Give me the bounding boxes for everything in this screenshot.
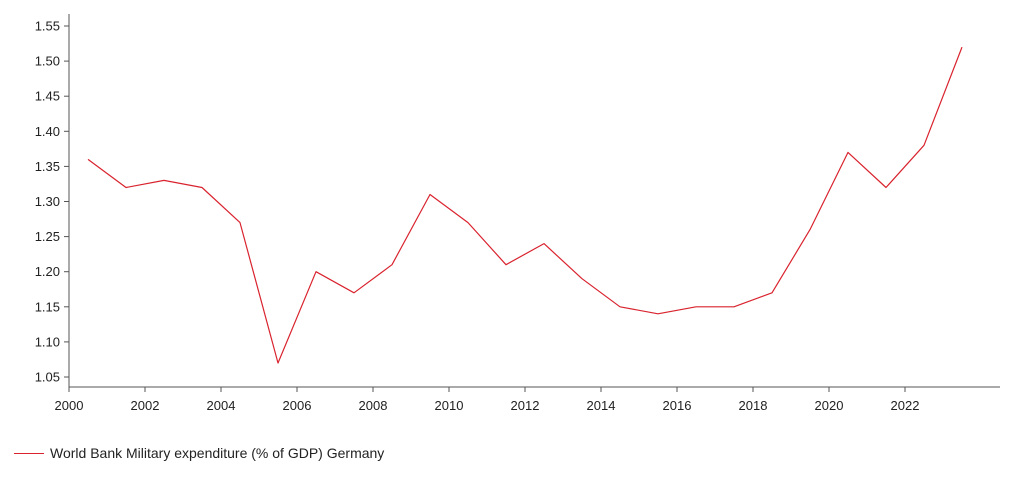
- y-tick-label: 1.55: [35, 19, 60, 34]
- legend-label-germany: World Bank Military expenditure (% of GD…: [50, 445, 385, 461]
- line-chart: 1.05 1.10 1.15 1.20 1.25 1.30 1.35 1.40 1.45 1.50…: [35, 14, 1000, 413]
- series-line-0: [87, 46, 963, 364]
- x-tick-label: 2012: [511, 398, 540, 413]
- x-tick-label: 2016: [663, 398, 692, 413]
- y-tick-label: 1.10: [35, 334, 60, 349]
- x-tick-label: 2020: [815, 398, 844, 413]
- x-tick-label: 2010: [435, 398, 464, 413]
- data-point: [543, 242, 546, 245]
- legend-swatch-germany: [14, 452, 44, 454]
- y-axis: 1.05 1.10 1.15 1.20 1.25 1.30 1.35 1.40 1.45 1.50…: [35, 14, 70, 387]
- data-point: [505, 263, 508, 266]
- data-point: [125, 186, 128, 189]
- x-tick-label: 2006: [283, 398, 312, 413]
- data-point: [87, 158, 90, 161]
- y-tick-label: 1.05: [35, 370, 60, 385]
- x-tick-label: 2008: [359, 398, 388, 413]
- x-tick-label: 2000: [55, 398, 84, 413]
- data-point: [923, 144, 926, 147]
- y-tick-label: 1.20: [35, 264, 60, 279]
- data-point: [695, 305, 698, 308]
- data-point: [353, 291, 356, 294]
- data-point: [885, 186, 888, 189]
- x-tick-label: 2002: [131, 398, 160, 413]
- data-point: [467, 221, 470, 224]
- data-point: [961, 46, 964, 49]
- legend: World Bank Military expenditure (% of GD…: [14, 443, 384, 463]
- plot-area: [87, 46, 964, 364]
- y-tick-label: 1.25: [35, 229, 60, 244]
- y-tick-label: 1.40: [35, 124, 60, 139]
- data-point: [809, 228, 812, 231]
- data-point: [657, 312, 660, 315]
- x-tick-label: 2004: [207, 398, 236, 413]
- data-point: [619, 305, 622, 308]
- y-tick-label: 1.15: [35, 299, 60, 314]
- data-point: [733, 305, 736, 308]
- data-point: [239, 221, 242, 224]
- data-point: [201, 186, 204, 189]
- data-point: [277, 361, 280, 364]
- data-point: [315, 270, 318, 273]
- y-tick-label: 1.45: [35, 89, 60, 104]
- data-point: [391, 263, 394, 266]
- y-tick-label: 1.35: [35, 159, 60, 174]
- data-point: [163, 179, 166, 182]
- y-tick-label: 1.50: [35, 54, 60, 69]
- data-point: [429, 193, 432, 196]
- x-axis: 2000 2002 2004 2006 2008 2010 2012 2014 2016 2018…: [55, 386, 1000, 413]
- x-tick-label: 2022: [891, 398, 920, 413]
- data-point: [771, 291, 774, 294]
- x-tick-label: 2014: [587, 398, 616, 413]
- x-tick-label: 2018: [739, 398, 768, 413]
- data-point: [847, 151, 850, 154]
- data-point: [581, 277, 584, 280]
- y-tick-label: 1.30: [35, 194, 60, 209]
